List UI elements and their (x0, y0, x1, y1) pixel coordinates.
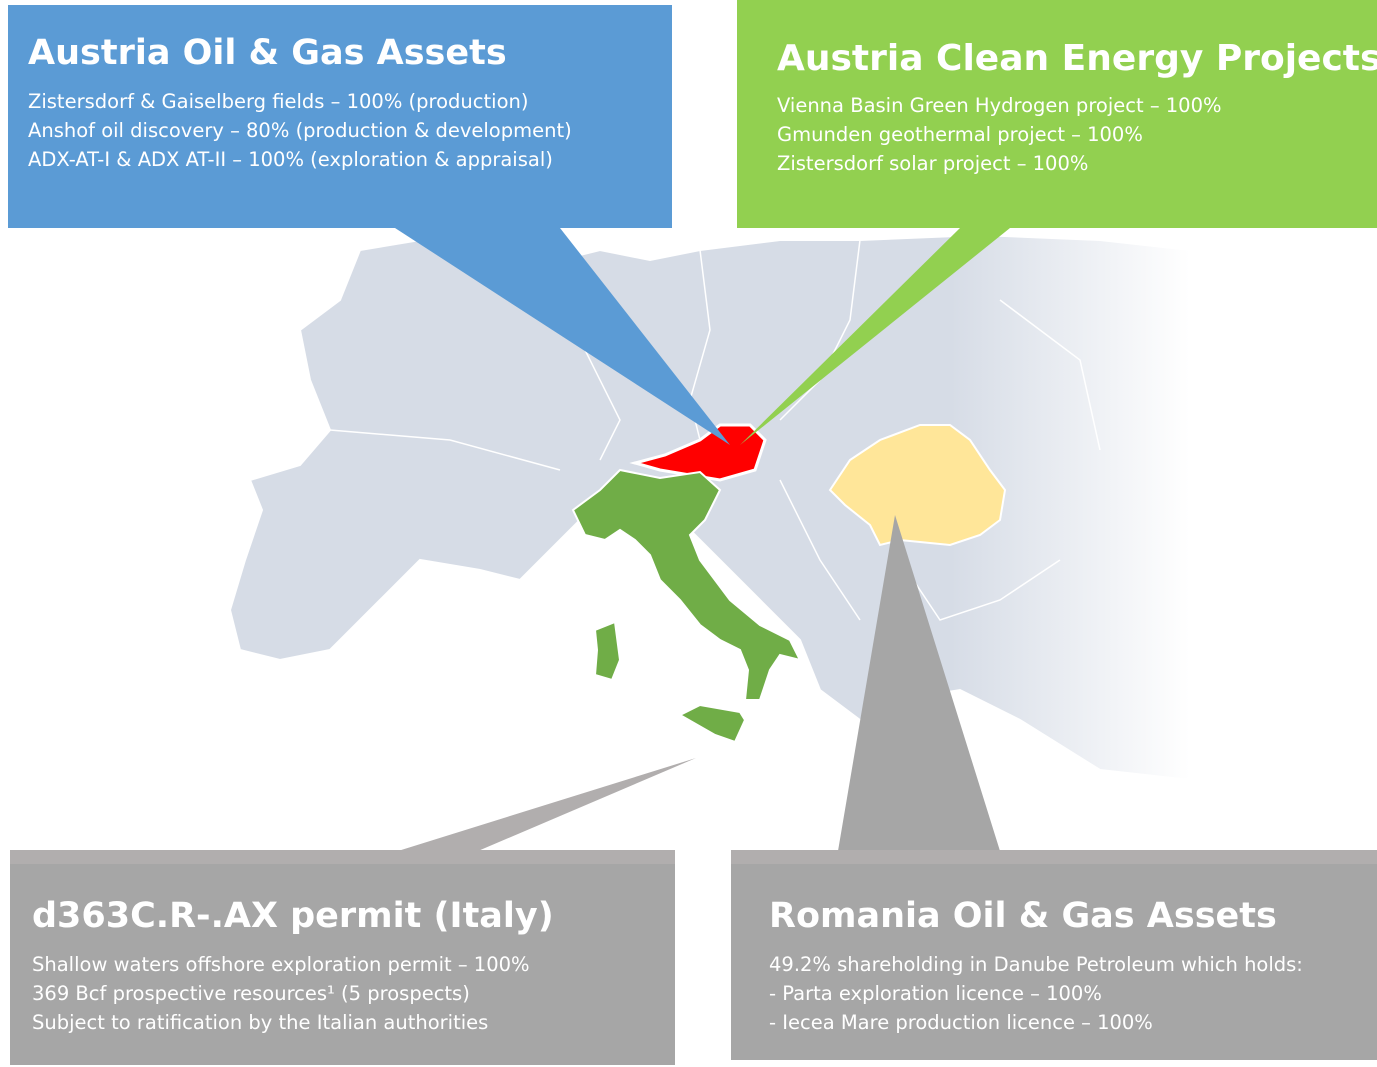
callout-line: Zistersdorf solar project – 100% (777, 152, 1089, 175)
italy (571, 468, 802, 744)
callout-line: Shallow waters offshore exploration perm… (32, 953, 530, 976)
callout-line: Vienna Basin Green Hydrogen project – 10… (777, 94, 1222, 117)
callout-line: ADX-AT-I & ADX AT-II – 100% (exploration… (28, 148, 553, 171)
callout-line: Gmunden geothermal project – 100% (777, 123, 1143, 146)
callout-title: Romania Oil & Gas Assets (769, 896, 1277, 936)
callout-line: 369 Bcf prospective resources¹ (5 prospe… (32, 982, 470, 1005)
callout-title: Austria Oil & Gas Assets (28, 33, 507, 73)
callout-title: Austria Clean Energy Projects (777, 38, 1377, 79)
callout: Romania Oil & Gas Assets 49.2% sharehold… (731, 850, 1377, 1060)
pointer-blue (395, 228, 730, 445)
callout: Austria Clean Energy Projects Vienna Bas… (737, 0, 1377, 228)
callout-line: - Parta exploration licence – 100% (769, 982, 1102, 1005)
romania (828, 424, 1007, 547)
pointer-grey (838, 515, 1000, 851)
callout-line: Zistersdorf & Gaiselberg fields – 100% (… (28, 90, 529, 113)
pointer-grey (398, 758, 696, 851)
pointer-green (740, 228, 1010, 445)
callout-line: 49.2% shareholding in Danube Petroleum w… (769, 953, 1303, 976)
callout-line: - Iecea Mare production licence – 100% (769, 1011, 1153, 1034)
callout: Austria Oil & Gas Assets Zistersdorf & G… (8, 5, 672, 228)
callout-line: Anshof oil discovery – 80% (production &… (28, 119, 572, 142)
callout-title: d363C.R-.AX permit (Italy) (32, 896, 554, 936)
callout-line: Subject to ratification by the Italian a… (32, 1011, 489, 1034)
callout: d363C.R-.AX permit (Italy) Shallow water… (10, 850, 675, 1065)
austria (629, 423, 767, 482)
